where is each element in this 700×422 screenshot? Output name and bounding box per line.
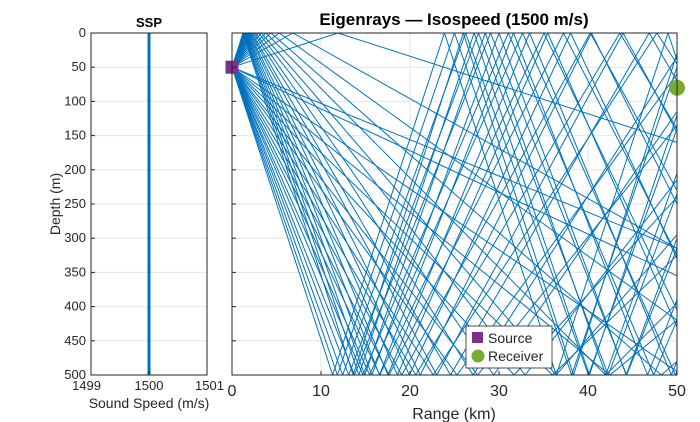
ssp-x-axis-label: Sound Speed (m/s) <box>89 395 210 411</box>
eigenray-path <box>232 66 677 375</box>
eigenray-x-tick-label: 40 <box>579 383 597 400</box>
eigenray-title: Eigenrays — Isospeed (1500 m/s) <box>319 10 588 29</box>
ssp-x-tick-label: 1500 <box>135 378 164 393</box>
eigenray-x-tick-label: 0 <box>228 383 237 400</box>
ssp-y-tick-label: 200 <box>64 162 86 177</box>
eigenray-path <box>232 33 677 375</box>
eigenray-x-ticks: 0 10 20 30 40 50 <box>228 371 686 400</box>
eigenray-path <box>232 33 677 143</box>
eigenray-x-tick-label: 20 <box>401 383 419 400</box>
eigenray-path <box>232 33 677 375</box>
eigenray-path <box>232 33 677 375</box>
ssp-panel: 1499 1500 1501 0 50 100 150 200 250 300 350 400 450… <box>47 15 224 411</box>
eigenray-path <box>232 33 677 375</box>
eigenray-path <box>232 33 677 375</box>
eigenray-path <box>232 33 677 375</box>
ssp-title: SSP <box>136 15 162 30</box>
ssp-y-tick-label: 0 <box>79 25 86 40</box>
ssp-y-tick-label: 350 <box>64 264 86 279</box>
eigenray-lines <box>232 33 677 375</box>
eigenray-panel: 0 10 20 30 40 50 Eigenrays — Isospeed (1500 m… <box>225 10 686 422</box>
ssp-x-tick-label: 1501 <box>195 378 224 393</box>
eigenray-path <box>232 33 677 375</box>
eigenray-x-tick-label: 10 <box>312 383 330 400</box>
legend-source-label: Source <box>488 330 533 346</box>
ssp-y-tick-label: 500 <box>64 367 86 382</box>
ssp-y-ticks: 0 50 100 150 200 250 300 350 400 450 500 <box>64 25 95 382</box>
legend-receiver-label: Receiver <box>488 348 544 364</box>
eigenray-path <box>232 33 677 375</box>
eigenray-path <box>232 66 677 375</box>
eigenray-path <box>232 33 677 375</box>
legend-receiver-swatch <box>471 349 485 363</box>
eigenray-path <box>232 33 677 375</box>
eigenray-path <box>232 33 677 375</box>
eigenray-x-tick-label: 30 <box>490 383 508 400</box>
eigenray-path <box>232 33 677 321</box>
eigenray-path <box>232 66 677 277</box>
ssp-x-tick-label: 1499 <box>72 378 101 393</box>
legend: Source Receiver <box>465 325 553 369</box>
ssp-y-tick-label: 250 <box>64 196 86 211</box>
eigenray-path <box>232 33 677 375</box>
eigenray-axes-box <box>231 32 678 376</box>
ssp-y-tick-label: 50 <box>72 59 86 74</box>
eigenray-path <box>232 33 677 375</box>
ssp-y-tick-label: 300 <box>64 230 86 245</box>
eigenray-x-axis-label: Range (km) <box>412 406 496 422</box>
eigenray-path <box>232 33 677 375</box>
eigenray-path <box>232 33 677 375</box>
eigenray-path <box>232 33 677 375</box>
eigenray-path <box>232 33 677 375</box>
ssp-y-tick-label: 150 <box>64 128 86 143</box>
ssp-y-tick-label: 100 <box>64 93 86 108</box>
ssp-y-tick-label: 450 <box>64 333 86 348</box>
ssp-y-axis-label: Depth (m) <box>47 173 63 235</box>
eigenray-x-tick-label: 50 <box>668 383 686 400</box>
legend-source-swatch <box>472 332 483 343</box>
ssp-y-tick-label: 400 <box>64 299 86 314</box>
eigenray-path <box>232 33 677 375</box>
eigenray-path <box>232 33 677 375</box>
ssp-x-ticks: 1499 1500 1501 <box>72 371 224 393</box>
eigenray-path <box>232 33 677 375</box>
